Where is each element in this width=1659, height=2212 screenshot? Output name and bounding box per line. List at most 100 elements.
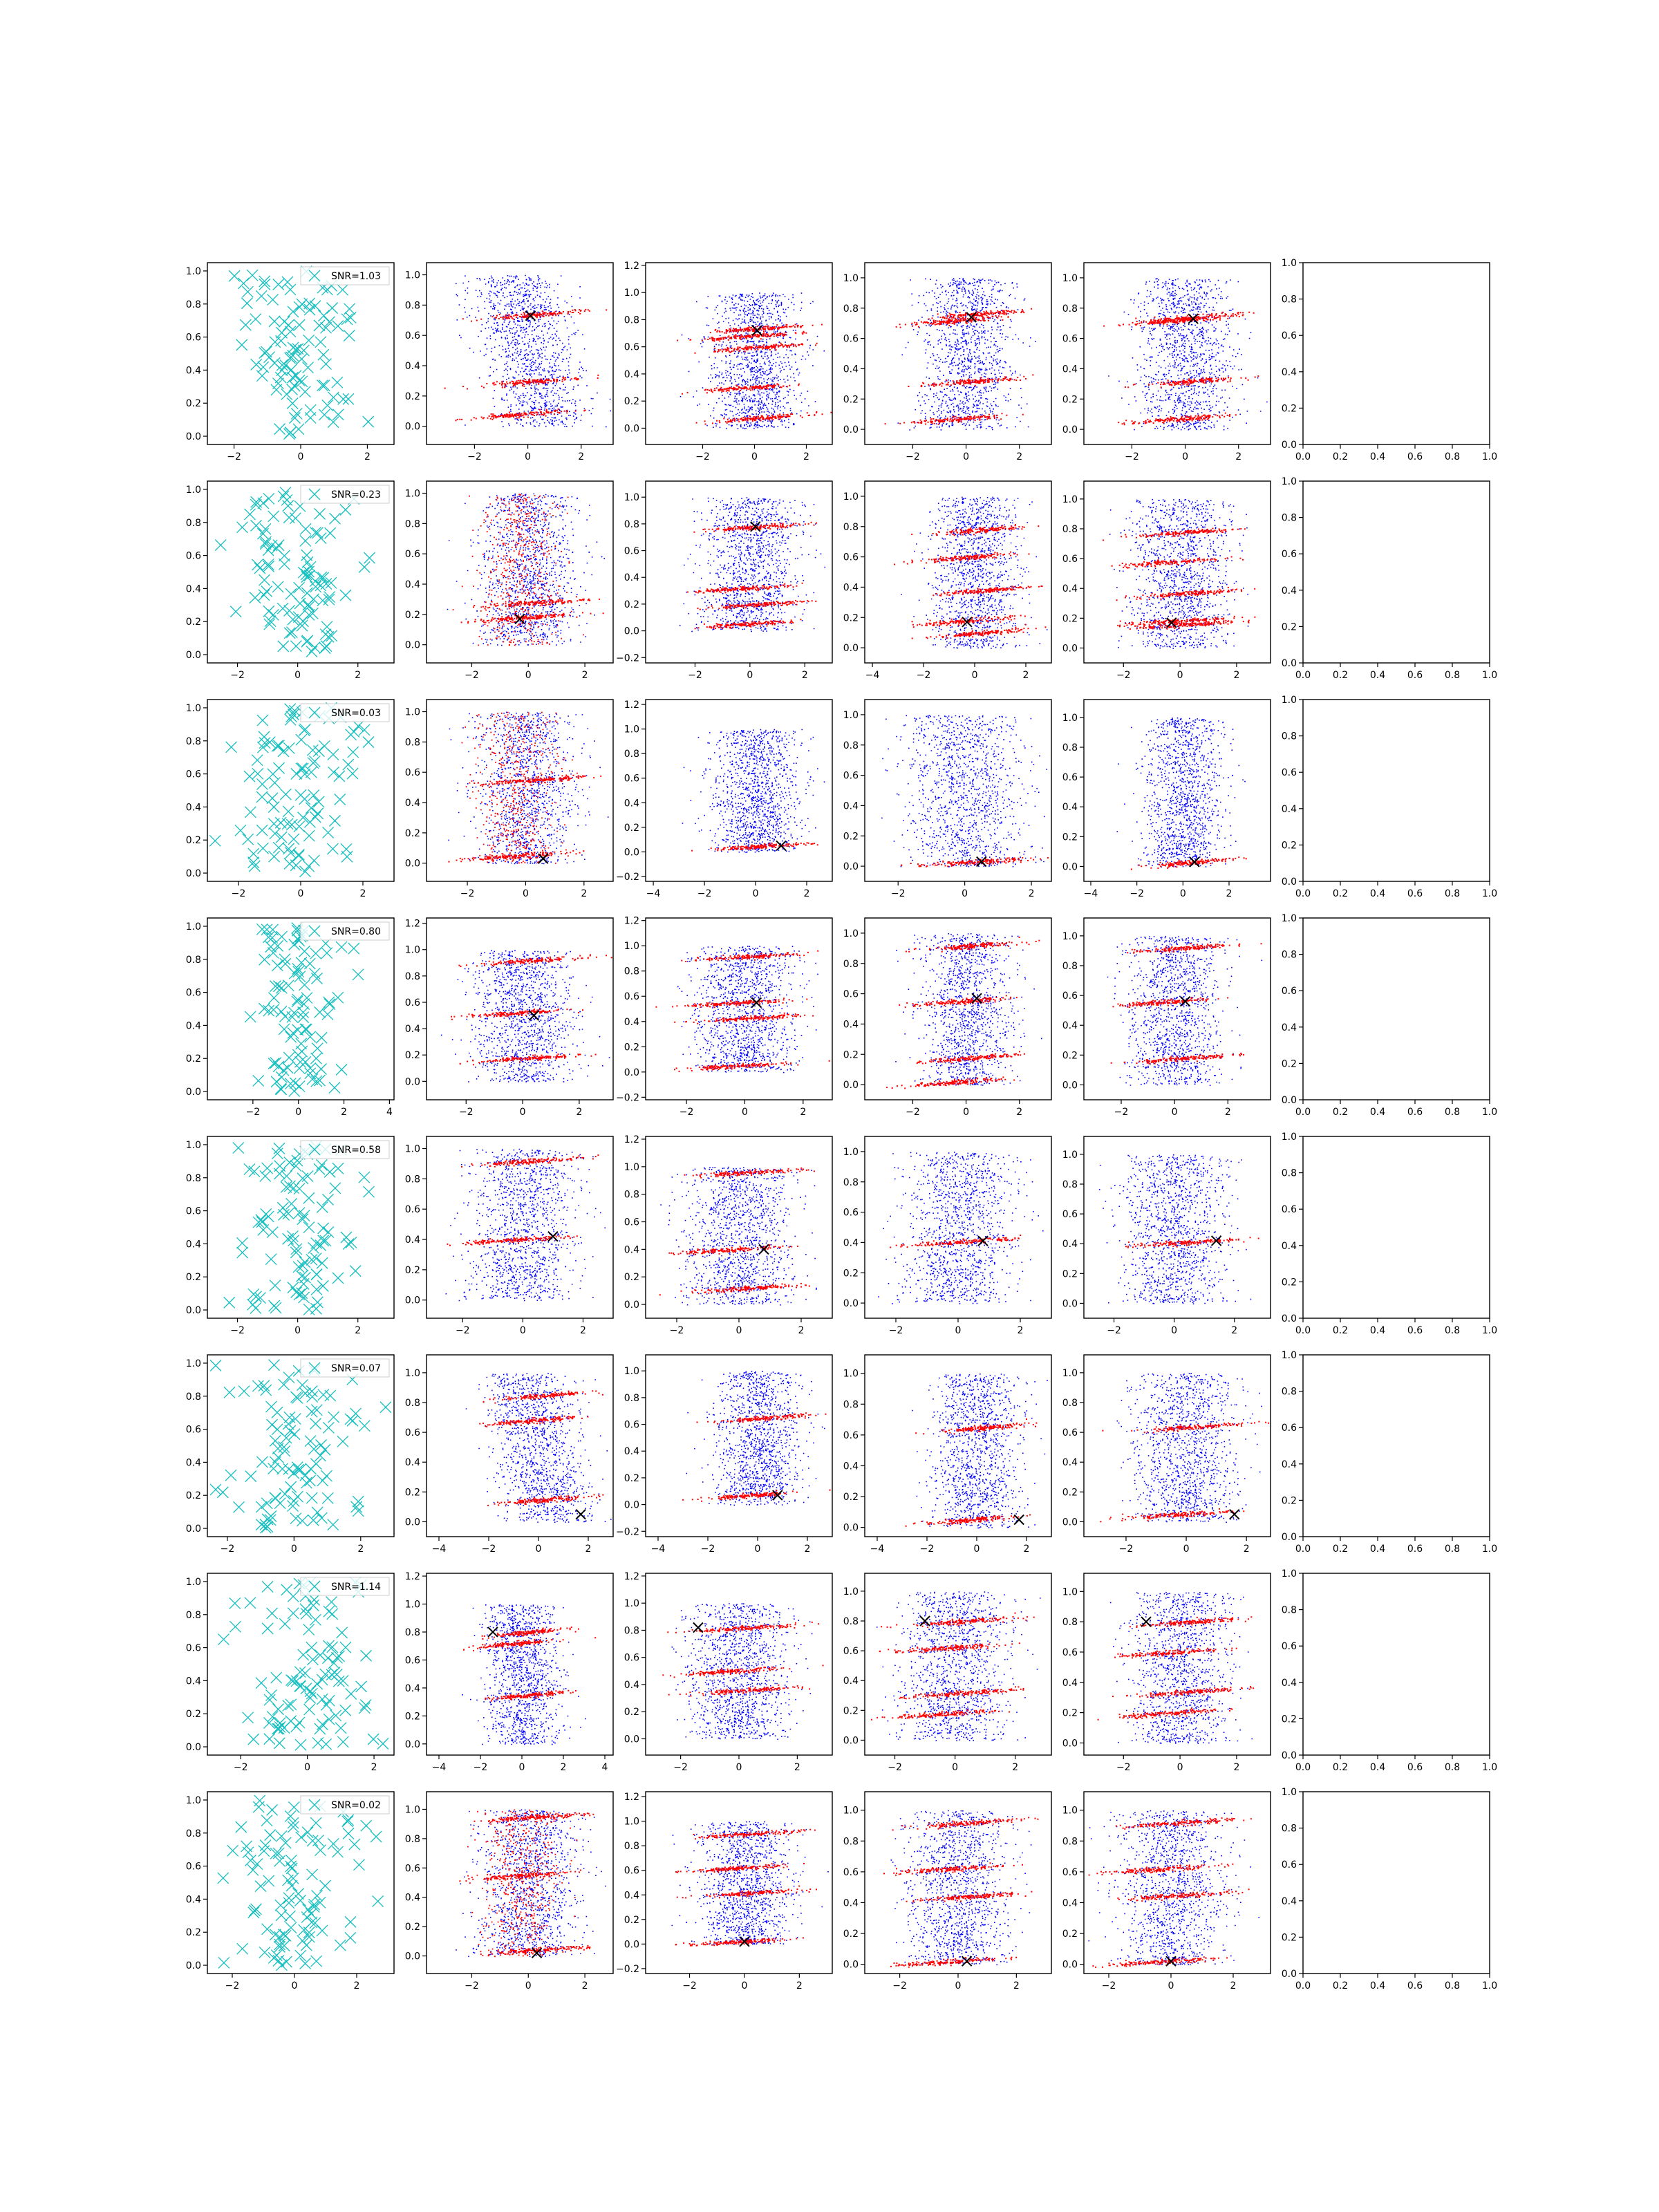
sample-point [299, 534, 312, 547]
red-points [662, 1621, 824, 1697]
blue-points [1088, 1810, 1259, 1966]
sample-point [304, 1067, 317, 1080]
sample-point [228, 270, 241, 282]
scatter-axes-content [445, 1148, 606, 1302]
x-tick-label: 0 [736, 1762, 742, 1773]
x-tick-label: 0 [962, 888, 968, 899]
sample-point [297, 1649, 310, 1661]
sample-point [342, 393, 355, 405]
y-tick-label: 0.6 [405, 1655, 420, 1666]
y-tick-label: 0.0 [843, 861, 859, 872]
sample-point [258, 1845, 270, 1857]
x-tick-label: 2 [581, 888, 587, 899]
sample-point [247, 1733, 260, 1745]
scatter-axes: −2 0 2 0.0 0.2 0.4 0.6 0.8 1.0 [1062, 1791, 1271, 1991]
sample-point [255, 1677, 268, 1689]
x-tick-label: 2 [355, 670, 361, 681]
sample-point [250, 498, 262, 511]
sample-point [282, 1874, 294, 1886]
sample-point [276, 1463, 289, 1475]
legend-label: SNR=0.03 [331, 708, 381, 719]
sample-point [263, 560, 275, 572]
y-tick-label: 0.0 [405, 1517, 420, 1528]
y-tick-label: 0.4 [1062, 1457, 1078, 1468]
y-tick-label: 1.0 [624, 941, 639, 952]
y-tick-label: 0.4 [843, 364, 859, 375]
axes-frame [864, 1791, 1052, 1974]
axes-frame [207, 1791, 395, 1974]
scatter-axes: −2 0 2 0.0 0.2 0.4 0.6 0.8 1.0 [843, 699, 1052, 899]
sample-point [264, 615, 276, 628]
y-tick-label: 0.2 [624, 599, 639, 610]
sample-point [360, 1649, 373, 1662]
y-tick-label: 0.0 [405, 1076, 420, 1087]
sample-point [225, 1469, 237, 1481]
red-points [479, 1390, 604, 1506]
sample-point [279, 1618, 291, 1630]
sample-point [244, 508, 256, 521]
y-tick-label: 1.0 [186, 266, 201, 277]
axes-frame [864, 480, 1052, 664]
sample-point [346, 1414, 359, 1427]
y-tick-label: 0.6 [624, 1217, 639, 1228]
sample-point [322, 1640, 335, 1652]
y-tick-label: 0.6 [186, 551, 201, 562]
y-tick-label: 0.2 [1282, 1495, 1297, 1506]
y-tick-label: 0.2 [624, 823, 639, 834]
sample-point [321, 1470, 332, 1482]
sample-point [306, 607, 319, 619]
sample-point [214, 539, 227, 552]
sample-point [255, 1501, 268, 1513]
sample-point [303, 303, 316, 316]
red-points [884, 308, 1034, 425]
sample-point [250, 358, 263, 371]
y-tick-label: 0.0 [624, 1067, 639, 1078]
sample-point [332, 409, 344, 421]
y-tick-label: 0.8 [1282, 513, 1297, 524]
sample-point [256, 842, 269, 854]
x-tick-label: 0.4 [1370, 1325, 1385, 1336]
y-tick-label: 1.2 [624, 261, 639, 272]
center-marker [961, 1956, 973, 1967]
sample-point [256, 778, 268, 790]
sample-point [269, 980, 281, 993]
axes-frame [1302, 480, 1490, 664]
y-tick-label: 0.6 [1282, 1204, 1297, 1215]
sample-point [288, 1494, 300, 1507]
y-tick-label: 1.2 [405, 1571, 420, 1582]
sample-point [274, 1497, 286, 1510]
x-tick-label: 2 [794, 1762, 800, 1773]
y-tick-label: 0.4 [405, 361, 420, 372]
sample-point [291, 995, 303, 1008]
y-tick-label: 0.8 [1062, 1179, 1078, 1190]
sample-point [286, 1230, 299, 1242]
x-tick-label: 0.4 [1370, 1107, 1385, 1118]
axes-frame [207, 480, 395, 664]
y-tick-label: 0.4 [1062, 1897, 1078, 1909]
scatter-axes-content [682, 1371, 831, 1506]
y-tick-label: 0.2 [1282, 403, 1297, 414]
x-tick-label: 2 [354, 1980, 360, 1991]
sample-point [261, 1923, 274, 1936]
sample-point [312, 796, 325, 808]
red-points [691, 842, 818, 852]
y-tick-label: 0.6 [405, 1427, 420, 1438]
axes-frame [1083, 262, 1271, 445]
sample-point [285, 818, 298, 831]
sample-point [244, 806, 256, 818]
sample-point [322, 826, 335, 838]
x-tick-label: 2 [800, 1107, 806, 1118]
sample-point [344, 1915, 357, 1928]
sample-point [263, 351, 276, 364]
x-tick-label: 0.0 [1295, 1980, 1311, 1991]
sample-point [299, 1958, 312, 1969]
sample-point [287, 306, 299, 318]
sample-point [292, 848, 305, 861]
x-tick-label: −2 [459, 1107, 474, 1118]
sample-point [295, 1831, 308, 1844]
sample-point [272, 980, 285, 993]
y-tick-label: 0.4 [186, 1239, 201, 1250]
sample-point [343, 330, 355, 341]
x-tick-label: −2 [1125, 451, 1139, 462]
sample-point [341, 850, 353, 863]
